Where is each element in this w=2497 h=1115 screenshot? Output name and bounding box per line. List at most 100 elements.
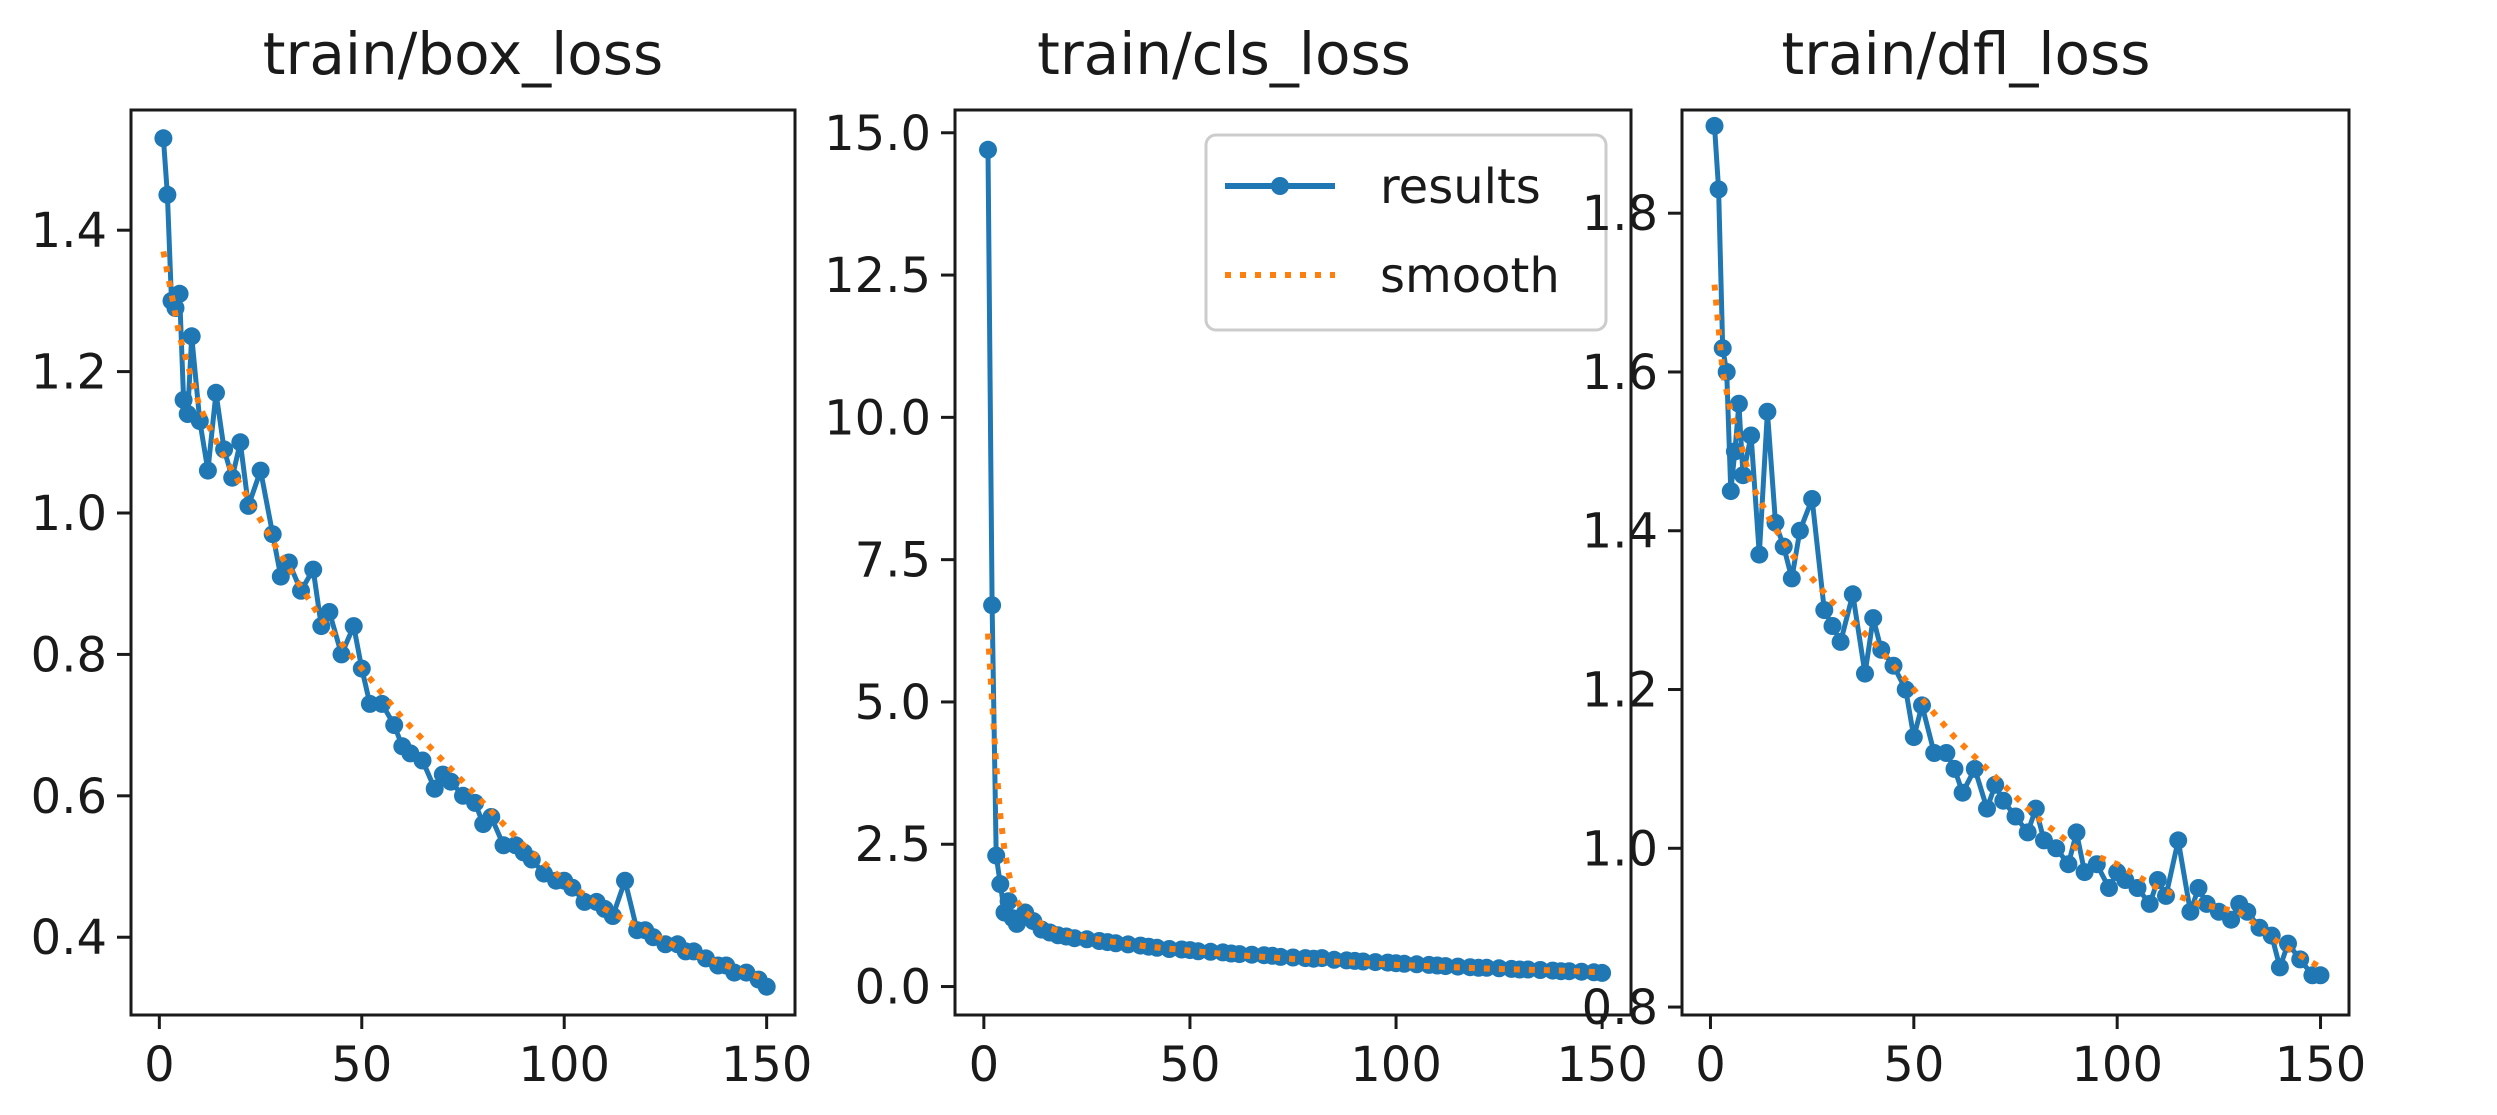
results-point (441, 772, 460, 791)
y-tick-label: 10.0 (824, 390, 931, 446)
x-tick-label: 50 (1159, 1037, 1220, 1093)
results-point (1986, 775, 2005, 794)
plot-area (154, 129, 776, 996)
results-point (2128, 879, 2147, 897)
y-tick-label: 1.4 (31, 203, 107, 259)
results-point (231, 433, 250, 452)
results-point (522, 850, 541, 869)
y-tick-label: 1.6 (1582, 345, 1658, 401)
results-point (2018, 823, 2037, 842)
legend-results-label: results (1380, 159, 1541, 215)
results-point (1705, 116, 1724, 135)
results-line (160, 138, 769, 989)
results-point (413, 751, 432, 770)
y-tick-label: 12.5 (824, 248, 931, 304)
results-point (1593, 963, 1612, 982)
results-point (1843, 585, 1862, 604)
results-point (304, 560, 323, 579)
results-point (166, 299, 185, 317)
results-point (198, 461, 217, 480)
results-point (1913, 696, 1931, 715)
x-tick-label: 150 (1556, 1037, 1648, 1093)
legend-smooth-label: smooth (1380, 248, 1560, 304)
results-point (1803, 490, 1822, 508)
results-point (983, 596, 1002, 615)
results-point (2181, 902, 2200, 921)
results-line (1712, 125, 2321, 978)
x-tick-label: 50 (331, 1037, 392, 1093)
results-point (1790, 521, 1809, 540)
results-point (999, 892, 1018, 911)
results-point (1864, 609, 1883, 628)
panel-dfl-loss: train/dfl_loss 0 50 100 150 0.8 1.0 1.2 1.4 1.6 1… (1582, 20, 2367, 1093)
results-point (207, 383, 225, 402)
y-tick-label: 1.0 (1582, 821, 1658, 877)
results-point (2100, 879, 2118, 897)
results-point (344, 617, 363, 636)
panel-box-loss: train/box_loss 0 50 100 150 0.4 0.6 0.8 1.0 1.2 1… (31, 20, 813, 1093)
panel-title: train/cls_loss (1037, 20, 1411, 88)
x-tick-label: 0 (144, 1037, 175, 1093)
y-tick-label: 0.4 (31, 910, 107, 966)
y-tick-label: 0.8 (1582, 980, 1658, 1036)
panel-title: train/dfl_loss (1782, 20, 2151, 88)
results-point (616, 871, 634, 890)
results-point (2291, 950, 2310, 969)
results-point (1758, 402, 1777, 421)
results-point (425, 779, 444, 798)
results-point (2047, 839, 2066, 858)
results-point (2067, 823, 2086, 842)
results-point (158, 185, 177, 204)
results-point (757, 977, 776, 996)
results-point (1823, 617, 1842, 635)
y-tick-label: 1.2 (1582, 663, 1658, 719)
smooth-line (160, 250, 768, 983)
legend-results-marker (1271, 177, 1289, 195)
axes-frame (1680, 108, 2351, 1017)
axes-frame (129, 108, 797, 1017)
results-point (1831, 632, 1850, 651)
y-tick-label: 1.8 (1582, 186, 1658, 242)
y-tick-label: 5.0 (855, 675, 931, 731)
results-point (979, 140, 997, 159)
panel-title: train/box_loss (263, 20, 663, 88)
results-point (1725, 442, 1744, 461)
x-tick-label: 0 (969, 1037, 1000, 1093)
results-point (1815, 601, 1834, 620)
results-point (1856, 664, 1874, 683)
results-point (320, 603, 339, 621)
results-point (991, 875, 1010, 894)
x-tick-label: 150 (721, 1037, 813, 1093)
results-point (1937, 744, 1956, 762)
y-tick-label: 1.0 (31, 486, 107, 542)
y-tick-label: 0.0 (855, 960, 931, 1016)
results-point (239, 496, 258, 515)
plot-area (979, 140, 1612, 982)
results-point (2059, 855, 2078, 874)
results-point (1953, 783, 1972, 802)
results-point (2157, 886, 2175, 905)
results-point (332, 645, 351, 664)
x-tick-label: 100 (1350, 1037, 1442, 1093)
results-point (1782, 569, 1801, 588)
smooth-line (1711, 284, 2323, 970)
results-point (1965, 759, 1984, 778)
results-point (2026, 799, 2045, 818)
results-point (1978, 799, 1996, 818)
results-point (2006, 807, 2025, 826)
results-point (2311, 966, 2330, 985)
results-point (1750, 545, 1769, 564)
results-point (271, 567, 290, 586)
results-point (154, 129, 173, 148)
results-point (1709, 180, 1728, 199)
x-tick-label: 0 (1695, 1037, 1726, 1093)
results-point (1729, 394, 1748, 413)
smooth-line (985, 633, 1603, 976)
y-tick-label: 2.5 (855, 817, 931, 873)
results-point (1994, 791, 2013, 810)
x-tick-label: 100 (2071, 1037, 2163, 1093)
y-tick-label: 15.0 (824, 106, 931, 162)
y-tick-label: 1.2 (31, 345, 107, 401)
results-point (466, 793, 485, 812)
